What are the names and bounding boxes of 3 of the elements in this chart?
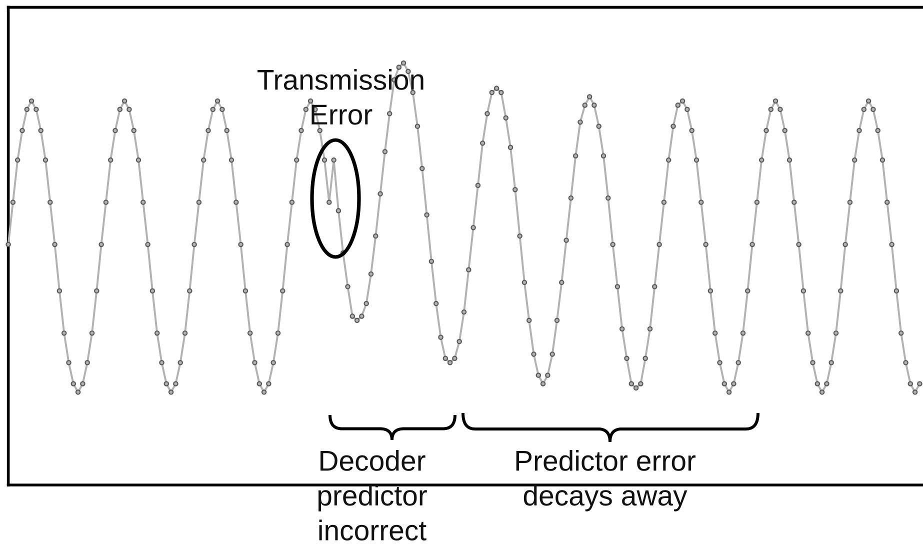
annotation: Transmission Error: [258, 69, 424, 125]
annotation: Predictor error decays away: [516, 450, 696, 512]
annotation: Decoder predictor incorrect: [318, 450, 427, 541]
